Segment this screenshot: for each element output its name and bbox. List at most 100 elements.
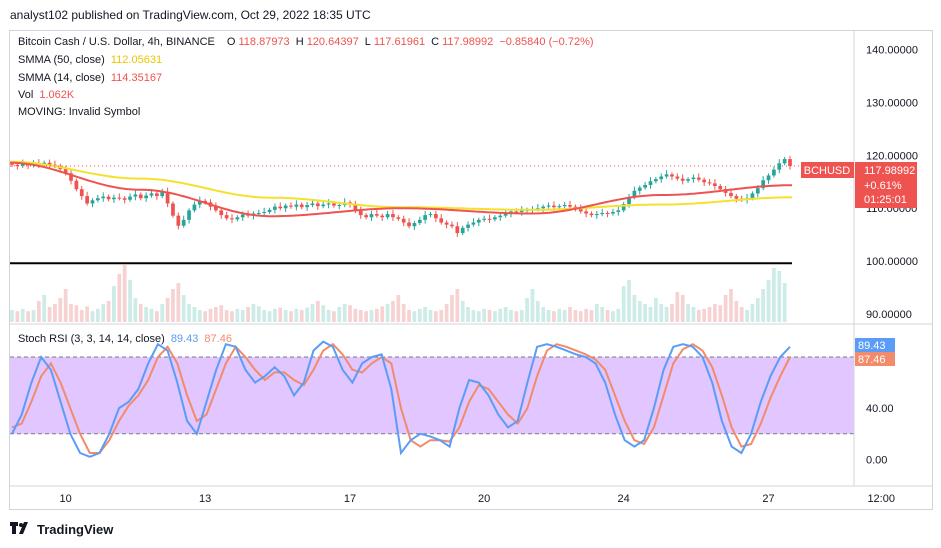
volume-bar [386, 304, 390, 322]
legend-stoch[interactable]: Stoch RSI (3, 3, 14, 14, close) 89.43 87… [18, 333, 235, 345]
candle-body [386, 214, 390, 217]
candle-body [10, 164, 14, 165]
stoch-axis: 80.0040.000.00 [866, 352, 894, 466]
volume-bar [708, 307, 712, 322]
candle-body [697, 178, 701, 180]
volume-bar [37, 301, 41, 322]
price-tick-label: 140.00000 [866, 45, 918, 57]
candle-body [91, 200, 95, 203]
candle-body [643, 185, 647, 188]
volume-bar [563, 310, 567, 322]
candle-body [96, 198, 100, 200]
candle-body [665, 174, 669, 176]
volume-bar [595, 304, 599, 322]
volume-bar [654, 298, 658, 322]
candle-body [150, 193, 154, 195]
volume-bar [777, 271, 781, 322]
volume-bar [91, 311, 95, 322]
volume-bar [455, 289, 459, 322]
volume-bar [745, 310, 749, 322]
volume-bar [643, 304, 647, 322]
volume-bar [316, 301, 320, 322]
volume-bar [767, 280, 771, 322]
legend-high-label: H [296, 36, 304, 48]
candle-body [402, 219, 406, 223]
candle-body [332, 203, 336, 205]
volume-bar [354, 309, 358, 322]
volume-bar [611, 311, 615, 322]
volume-bar [230, 311, 234, 322]
volume-bar [166, 298, 170, 322]
candle-body [654, 179, 658, 181]
legend-smma50[interactable]: SMMA (50, close) 112.05631 [18, 54, 165, 66]
legend-moving[interactable]: MOVING: Invalid Symbol [18, 106, 143, 118]
volume-bar [402, 304, 406, 322]
volume-bar [203, 311, 207, 322]
candle-body [466, 225, 470, 228]
volume-bar [117, 274, 121, 322]
legend-smma14[interactable]: SMMA (14, close) 114.35167 [18, 72, 165, 84]
volume-bar [198, 310, 202, 322]
volume-bar [284, 310, 288, 322]
volume-bar [273, 309, 277, 322]
tradingview-brand: TradingView [37, 522, 113, 537]
volume-bar [756, 298, 760, 322]
badge-countdown: 01:25:01 [864, 194, 907, 206]
volume-bar [42, 295, 46, 322]
volume-bar [461, 301, 465, 322]
volume-bar [584, 309, 588, 322]
volume-bar [633, 295, 637, 322]
candle-body [482, 219, 486, 220]
candle-body [659, 177, 663, 180]
volume-bar [686, 304, 690, 322]
volume-bar [311, 304, 315, 322]
legend-close: 117.98992 [442, 36, 493, 48]
volume-bar [289, 311, 293, 322]
volume-bar [418, 309, 422, 322]
volume-bar [48, 307, 52, 322]
volume-bar [702, 309, 706, 322]
volume-bar [466, 307, 470, 322]
candle-body [396, 217, 400, 219]
volume-bar [257, 306, 261, 322]
volume-bar [359, 310, 363, 322]
volume-bar [343, 304, 347, 322]
candle-body [649, 181, 653, 185]
volume-bar [370, 310, 374, 322]
candle-body [413, 223, 417, 226]
volume-bar [219, 305, 223, 322]
volume-bar [509, 310, 513, 322]
legend-vol[interactable]: Vol 1.062K [18, 89, 77, 101]
volume-bar [337, 307, 341, 322]
candle-body [364, 215, 368, 217]
candle-body [85, 196, 89, 203]
tradingview-footer[interactable]: TradingView [10, 522, 113, 537]
volume-bar [740, 307, 744, 322]
candle-body [418, 220, 422, 223]
time-axis[interactable]: 10 13 17 20 24 27 12:00 [60, 493, 895, 505]
volume-bar [278, 308, 282, 322]
candle-body [139, 194, 143, 198]
volume-bar [552, 311, 556, 322]
candle-body [289, 206, 293, 207]
volume-bar [472, 310, 476, 322]
candle-body [547, 206, 551, 207]
volume-bar [525, 298, 529, 322]
smma50-line [10, 162, 792, 210]
candle-body [75, 181, 79, 189]
volume-bar [295, 309, 299, 322]
price-tick-label: 100.00000 [866, 256, 918, 268]
volume-bar [16, 311, 20, 322]
volume-bars [10, 265, 786, 322]
volume-bar [783, 283, 787, 322]
candle-body [498, 216, 502, 218]
smma50-label: SMMA (50, close) [18, 54, 105, 66]
tradingview-logo-icon [10, 522, 32, 537]
time-tick-label: 13 [199, 493, 211, 505]
volume-bar [649, 307, 653, 322]
volume-bar [182, 295, 186, 322]
candle-body [718, 186, 722, 189]
volume-bar [128, 280, 132, 322]
candle-body [300, 205, 304, 208]
candle-body [370, 214, 374, 217]
